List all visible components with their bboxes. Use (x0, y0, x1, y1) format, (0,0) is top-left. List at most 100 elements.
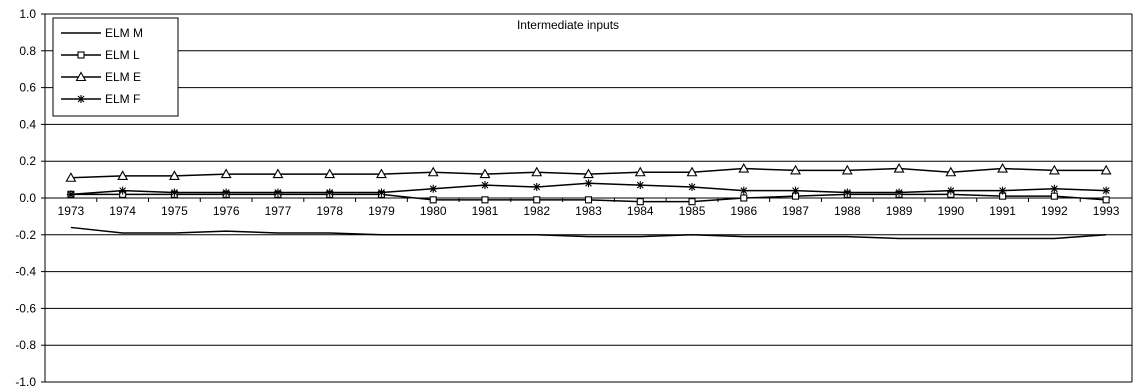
legend-entry-elm-e: ELM E (61, 70, 141, 84)
data-point (740, 194, 748, 202)
data-point (895, 188, 904, 197)
data-point (272, 168, 284, 179)
y-tick-label: 0.0 (19, 191, 36, 205)
data-point (117, 170, 129, 180)
data-point (634, 166, 646, 177)
data-point (273, 188, 282, 197)
data-point (427, 166, 439, 177)
legend-entry-elm-f: ELM F (61, 92, 140, 106)
data-point (636, 181, 645, 190)
data-point (222, 188, 231, 197)
data-point (220, 168, 232, 179)
data-point (376, 168, 387, 179)
x-tick-label: 1993 (1093, 204, 1120, 218)
x-tick-label: 1987 (782, 204, 809, 218)
x-tick-label: 1979 (368, 204, 395, 218)
x-tick-label: 1982 (523, 204, 550, 218)
x-tick-label: 1991 (989, 204, 1016, 218)
data-point (533, 196, 541, 204)
x-tick-label: 1986 (730, 204, 757, 218)
legend: ELM M ELM L ELM E ELM F (52, 17, 179, 117)
y-tick-label: 0.6 (19, 81, 36, 95)
series-layer (65, 162, 1112, 240)
legend-swatch-marker (75, 71, 87, 82)
x-tick-label: 1981 (472, 204, 499, 218)
data-point (532, 182, 541, 191)
x-tick-label: 1985 (679, 204, 706, 218)
x-tick-label: 1992 (1041, 204, 1068, 218)
data-point (429, 184, 438, 193)
data-point (1102, 186, 1111, 195)
data-point (584, 179, 593, 188)
data-point (1050, 184, 1059, 193)
data-point (583, 168, 594, 179)
legend-swatch-marker (77, 95, 85, 103)
x-tick-label: 1988 (834, 204, 861, 218)
y-tick-label: -0.2 (15, 228, 36, 242)
data-point (739, 186, 748, 195)
x-tick-label: 1975 (161, 204, 188, 218)
data-point (790, 164, 801, 175)
data-point (686, 166, 698, 177)
y-tick-label: -1.0 (15, 375, 36, 389)
data-point (1048, 164, 1060, 175)
legend-entry-elm-l: ELM L (61, 48, 140, 62)
x-tick-label: 1977 (265, 204, 292, 218)
x-axis-ticks: 1973 1974 1975 1976 1977 1978 1979 1980 1981 1982… (44, 198, 1133, 218)
data-point (997, 162, 1009, 173)
legend-label: ELM E (105, 70, 141, 84)
x-tick-label: 1978 (316, 204, 343, 218)
data-point (429, 196, 437, 204)
chart-title: Intermediate inputs (517, 18, 619, 32)
data-point (945, 166, 957, 177)
y-tick-label: -0.8 (15, 338, 36, 352)
x-tick-label: 1989 (886, 204, 913, 218)
y-axis-ticks: 1.0 0.8 0.6 0.4 0.2 0.0 -0.2 -0.4 -0.6 -0.8 -1.0 (15, 7, 45, 389)
legend-entry-elm-m: ELM M (61, 26, 143, 40)
data-point (584, 196, 593, 204)
data-point (688, 198, 696, 206)
y-tick-label: 0.2 (19, 154, 36, 168)
series-elm-f (66, 179, 1111, 199)
data-point (688, 182, 697, 191)
legend-label: ELM F (105, 92, 140, 106)
y-tick-label: 0.4 (19, 117, 36, 131)
data-point (946, 186, 955, 195)
x-tick-label: 1973 (58, 204, 85, 218)
data-point (480, 181, 489, 190)
x-tick-label: 1974 (109, 204, 136, 218)
x-tick-label: 1983 (575, 204, 602, 218)
data-point (893, 162, 905, 173)
data-point (998, 186, 1007, 195)
data-point (170, 188, 179, 197)
data-point (841, 164, 853, 175)
data-point (377, 188, 386, 197)
data-point (791, 186, 800, 195)
series-elm-m (70, 226, 1107, 240)
data-point (843, 188, 852, 197)
x-tick-label: 1984 (627, 204, 654, 218)
y-tick-label: -0.6 (15, 301, 36, 315)
data-point (1102, 196, 1110, 204)
data-point (324, 168, 336, 179)
data-point (636, 198, 644, 206)
x-tick-label: 1976 (213, 204, 240, 218)
x-tick-label: 1980 (420, 204, 447, 218)
x-tick-label: 1990 (937, 204, 964, 218)
series-elm-e (65, 162, 1112, 182)
y-tick-label: 1.0 (19, 7, 36, 21)
y-tick-label: -0.4 (15, 265, 36, 279)
legend-swatch-marker (77, 51, 85, 59)
data-point (1100, 164, 1112, 175)
data-point (66, 190, 75, 199)
data-point (481, 196, 489, 204)
data-point (118, 186, 127, 195)
data-point (65, 172, 77, 182)
data-point (325, 188, 334, 197)
data-point (168, 170, 180, 180)
legend-label: ELM L (105, 48, 140, 62)
legend-label: ELM M (105, 26, 143, 40)
series-line (70, 226, 1107, 240)
data-point (1050, 192, 1058, 200)
